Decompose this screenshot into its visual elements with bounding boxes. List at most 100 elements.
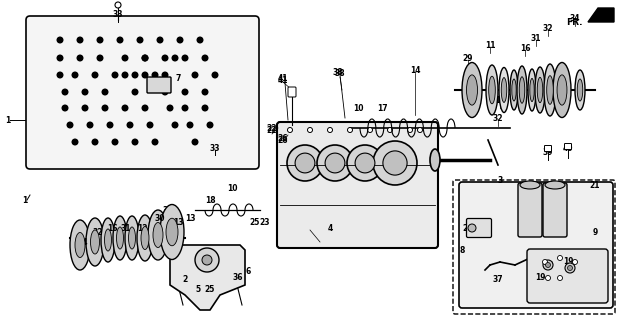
Text: 41: 41: [278, 74, 288, 83]
Circle shape: [92, 139, 98, 145]
Ellipse shape: [501, 78, 507, 102]
Text: 20: 20: [544, 260, 554, 269]
Text: 41: 41: [278, 76, 288, 84]
Circle shape: [122, 72, 128, 78]
Circle shape: [565, 263, 575, 273]
Ellipse shape: [557, 75, 567, 105]
Circle shape: [87, 122, 93, 128]
Text: 32: 32: [493, 114, 503, 123]
Text: 33: 33: [210, 143, 220, 153]
Circle shape: [172, 55, 178, 61]
Circle shape: [295, 153, 315, 173]
Text: 32: 32: [543, 23, 553, 33]
Ellipse shape: [530, 78, 534, 101]
Circle shape: [417, 127, 422, 132]
FancyBboxPatch shape: [459, 182, 613, 308]
Circle shape: [117, 37, 123, 43]
Ellipse shape: [528, 69, 536, 111]
Ellipse shape: [537, 77, 543, 103]
Circle shape: [325, 153, 345, 173]
Text: 36: 36: [233, 274, 243, 283]
Circle shape: [182, 89, 188, 95]
Ellipse shape: [148, 210, 168, 260]
Text: 16: 16: [520, 44, 530, 52]
Circle shape: [197, 37, 203, 43]
Text: 39: 39: [543, 148, 553, 156]
FancyBboxPatch shape: [565, 143, 572, 149]
Text: 14: 14: [410, 66, 420, 75]
Ellipse shape: [577, 79, 583, 101]
Circle shape: [72, 139, 78, 145]
Ellipse shape: [512, 79, 516, 101]
Circle shape: [545, 276, 550, 281]
Text: 19: 19: [563, 258, 573, 267]
Text: 9: 9: [592, 228, 598, 236]
Circle shape: [192, 139, 198, 145]
Polygon shape: [588, 8, 614, 22]
Circle shape: [192, 72, 198, 78]
Circle shape: [567, 266, 572, 270]
Text: 13: 13: [173, 218, 183, 227]
Text: 27: 27: [462, 223, 474, 233]
Ellipse shape: [517, 66, 527, 114]
Text: 31: 31: [121, 223, 131, 233]
Circle shape: [152, 139, 158, 145]
Circle shape: [162, 72, 168, 78]
Ellipse shape: [129, 227, 135, 249]
Circle shape: [102, 105, 108, 111]
Circle shape: [202, 89, 208, 95]
Text: 1: 1: [6, 116, 11, 124]
Circle shape: [82, 89, 88, 95]
Circle shape: [122, 55, 128, 61]
Ellipse shape: [86, 218, 104, 266]
Circle shape: [92, 72, 98, 78]
Circle shape: [407, 127, 412, 132]
Circle shape: [557, 276, 562, 281]
Text: 6: 6: [245, 268, 251, 276]
Ellipse shape: [430, 149, 440, 171]
Circle shape: [195, 248, 219, 272]
Circle shape: [348, 127, 353, 132]
Circle shape: [207, 122, 213, 128]
Text: 21: 21: [590, 180, 600, 189]
Ellipse shape: [575, 70, 585, 110]
Ellipse shape: [166, 218, 178, 246]
Ellipse shape: [104, 229, 112, 251]
Circle shape: [317, 145, 353, 181]
Ellipse shape: [462, 62, 482, 117]
Circle shape: [82, 105, 88, 111]
Circle shape: [97, 37, 103, 43]
Text: FR.: FR.: [567, 18, 583, 27]
Circle shape: [142, 72, 148, 78]
Circle shape: [132, 139, 138, 145]
Text: 1: 1: [22, 196, 27, 204]
Text: 25: 25: [250, 218, 260, 227]
Circle shape: [77, 37, 83, 43]
Text: 37: 37: [493, 276, 504, 284]
Circle shape: [557, 255, 562, 260]
Circle shape: [202, 255, 212, 265]
FancyBboxPatch shape: [527, 249, 608, 303]
Circle shape: [543, 260, 553, 270]
Polygon shape: [170, 245, 245, 310]
FancyBboxPatch shape: [518, 183, 542, 237]
Ellipse shape: [75, 233, 85, 258]
Circle shape: [72, 72, 78, 78]
Circle shape: [368, 127, 373, 132]
Ellipse shape: [70, 220, 90, 270]
Text: 13: 13: [185, 213, 195, 222]
Ellipse shape: [535, 67, 545, 113]
Circle shape: [545, 262, 550, 268]
Circle shape: [137, 37, 143, 43]
Text: 22: 22: [266, 125, 277, 134]
FancyBboxPatch shape: [288, 87, 296, 97]
Circle shape: [388, 127, 392, 132]
Text: 34: 34: [78, 237, 88, 246]
Ellipse shape: [117, 227, 124, 249]
Circle shape: [347, 145, 383, 181]
Text: 31: 31: [531, 34, 541, 43]
Circle shape: [162, 89, 168, 95]
Ellipse shape: [141, 227, 149, 250]
Ellipse shape: [486, 65, 498, 115]
Text: 16: 16: [107, 223, 117, 233]
